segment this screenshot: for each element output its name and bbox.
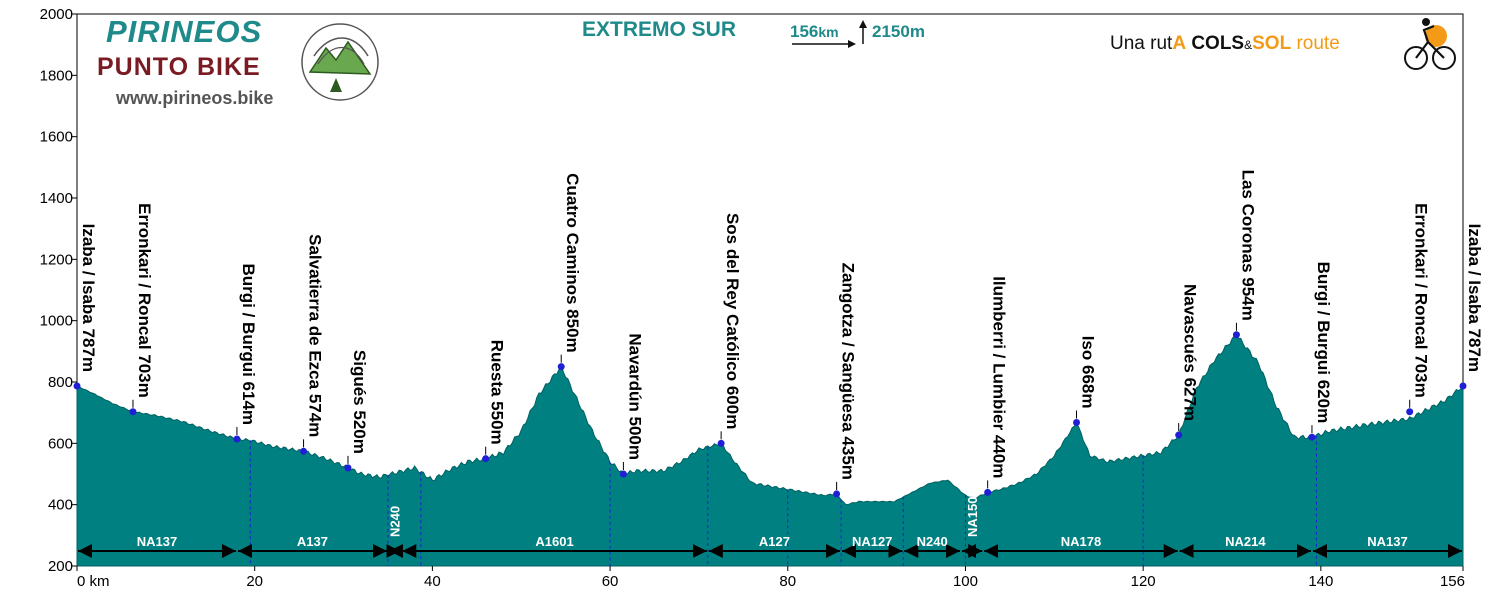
x-tick-label: 100 — [953, 573, 978, 590]
waypoint-marker — [300, 447, 308, 455]
waypoint-label: Izaba / Isaba 787m — [1465, 224, 1484, 372]
waypoint-label: Ilumberri / Lumbier 440m — [990, 276, 1009, 478]
waypoint-label: Burgi / Burgui 620m — [1314, 262, 1333, 424]
road-label: A1601 — [535, 534, 573, 549]
x-tick-label: 156 — [1440, 573, 1465, 590]
road-label: N240 — [388, 506, 403, 537]
waypoint-label: Las Coronas 954m — [1238, 170, 1257, 321]
waypoint-label: Ruesta 550m — [488, 340, 507, 445]
waypoint-marker — [482, 455, 490, 463]
y-tick-label: 200 — [48, 558, 73, 575]
road-label: A137 — [297, 534, 328, 549]
road-label: N240 — [917, 534, 948, 549]
route-gain-value: 2150 — [872, 22, 910, 41]
road-label: NA127 — [852, 534, 892, 549]
y-tick-label: 1800 — [40, 67, 73, 84]
y-tick-label: 1600 — [40, 129, 73, 146]
elevation-profile — [76, 335, 1464, 567]
waypoint-marker — [73, 382, 81, 390]
y-tick-label: 1200 — [40, 251, 73, 268]
waypoint-label: Erronkari / Roncal 703m — [135, 203, 154, 398]
y-tick-label: 1000 — [40, 313, 73, 330]
route-distance-value: 156 — [790, 22, 819, 41]
brand-subtitle: PUNTO BIKE — [97, 53, 261, 81]
waypoint-marker — [619, 470, 627, 478]
y-tick-label: 2000 — [40, 6, 73, 23]
waypoint-label: Izaba / Isaba 787m — [79, 224, 98, 372]
waypoint-label: Iso 668m — [1079, 336, 1098, 409]
y-tick-label: 400 — [48, 497, 73, 514]
road-label: NA150 — [965, 497, 980, 537]
waypoints: Izaba / Isaba 787m Erronkari / Roncal 703… — [73, 170, 1484, 498]
x-tick-label: 60 — [602, 573, 619, 590]
road-label: NA137 — [1367, 534, 1407, 549]
waypoint-marker — [1308, 433, 1316, 441]
tagline-part2: A — [1172, 33, 1187, 54]
road-label: NA214 — [1225, 534, 1266, 549]
y-tick-label: 800 — [48, 374, 73, 391]
waypoint-marker — [344, 464, 352, 472]
road-label: A127 — [759, 534, 790, 549]
tagline-cols: COLS — [1191, 33, 1245, 54]
waypoint-marker — [717, 439, 725, 447]
tagline: Una rutA COLS&SOL route — [1110, 33, 1340, 55]
waypoint-marker — [1232, 331, 1240, 339]
waypoint-label: Salvatierra de Ezca 574m — [306, 234, 325, 437]
waypoint-marker — [1175, 431, 1183, 439]
waypoint-label: Navardún 500m — [625, 333, 644, 460]
tagline-sol: SOL — [1252, 33, 1292, 54]
road-segments: NA137 A137 N240 A1601 A127 NA127 N240 NA150 NA17… — [78, 435, 1462, 566]
x-tick-label: 20 — [246, 573, 263, 590]
tagline-amp: & — [1244, 38, 1253, 52]
waypoint-marker — [1459, 382, 1467, 390]
waypoint-label: Sigués 520m — [350, 350, 369, 454]
waypoint-marker — [984, 488, 992, 496]
waypoint-label: Burgi / Burgui 614m — [239, 264, 258, 426]
waypoint-label: Cuatro Caminos 850m — [563, 173, 582, 353]
route-gain-unit: m — [909, 22, 925, 41]
x-tick-label: 80 — [779, 573, 796, 590]
waypoint-label: Zangotza / Sangüesa 435m — [839, 263, 858, 480]
waypoint-marker — [833, 490, 841, 498]
waypoint-marker — [233, 435, 241, 443]
route-distance-unit: km — [818, 24, 839, 40]
waypoint-marker — [1073, 418, 1081, 426]
cyclist-sun-icon — [1404, 18, 1456, 70]
route-distance: 156km — [790, 22, 839, 42]
route-title: EXTREMO SUR — [582, 18, 737, 41]
waypoint-marker — [129, 408, 137, 416]
waypoint-marker — [557, 363, 565, 371]
road-label: NA178 — [1061, 534, 1101, 549]
brand-url: www.pirineos.bike — [116, 88, 274, 108]
y-tick-label: 1400 — [40, 190, 73, 207]
gain-arrowhead-icon — [859, 20, 867, 28]
route-gain: 2150m — [872, 22, 925, 42]
tagline-route: route — [1291, 33, 1340, 54]
x-tick-label: 140 — [1308, 573, 1333, 590]
waypoint-label: Sos del Rey Católico 600m — [723, 213, 742, 429]
elevation-area — [76, 335, 1464, 567]
road-label: NA137 — [137, 534, 177, 549]
brand-title: PIRINEOS — [106, 14, 263, 49]
waypoint-label: Erronkari / Roncal 703m — [1412, 203, 1431, 398]
waypoint-marker — [1406, 408, 1414, 416]
x-tick-label: 0 km — [77, 573, 110, 590]
axis-ticks: 200 400 600 800 1000 1200 1400 1600 1800 2000 0 km… — [40, 6, 1465, 590]
tagline-part1: Una rut — [1110, 33, 1173, 54]
y-tick-label: 600 — [48, 435, 73, 452]
mountain-logo-icon — [301, 23, 379, 101]
waypoint-label: Navascués 627m — [1181, 284, 1200, 421]
x-tick-label: 40 — [424, 573, 441, 590]
x-tick-label: 120 — [1131, 573, 1156, 590]
distance-arrowhead-icon — [848, 40, 856, 48]
